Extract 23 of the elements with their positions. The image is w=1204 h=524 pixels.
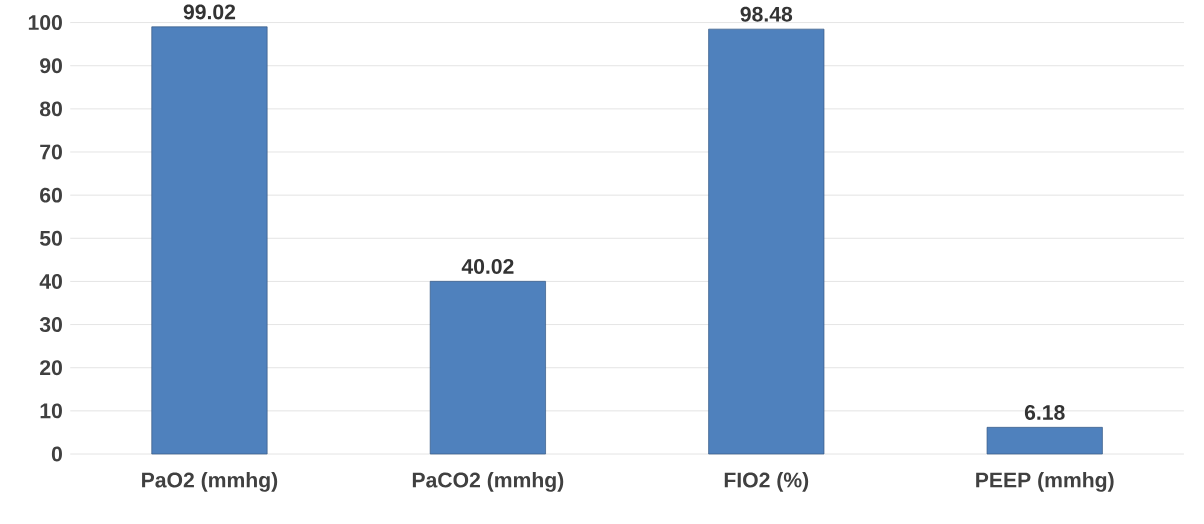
y-tick-label: 10 bbox=[40, 403, 62, 419]
y-tick-label: 80 bbox=[39, 101, 62, 117]
bar bbox=[708, 28, 825, 455]
bar bbox=[986, 426, 1103, 455]
y-tick-label: 70 bbox=[40, 144, 62, 160]
bar bbox=[429, 280, 546, 455]
data-label: 40.02 bbox=[461, 258, 514, 274]
y-tick-label: 0 bbox=[51, 446, 62, 462]
y-tick-label: 20 bbox=[40, 360, 62, 376]
data-label: 98.48 bbox=[740, 6, 793, 22]
x-tick-label: PEEP (mmhg) bbox=[976, 471, 1114, 492]
y-tick-label: 60 bbox=[40, 187, 62, 203]
x-tick-label: PaO2 (mmhg) bbox=[142, 471, 278, 492]
data-label: 6.18 bbox=[1024, 404, 1065, 420]
y-tick-label: 100 bbox=[28, 14, 62, 30]
y-tick-label: 90 bbox=[40, 58, 62, 74]
y-tick-label: 50 bbox=[39, 230, 62, 246]
x-tick-label: FIO2 (%) bbox=[724, 471, 809, 492]
x-tick-label: PaCO2 (mmhg) bbox=[412, 471, 564, 492]
y-tick-label: 30 bbox=[39, 316, 62, 332]
bar bbox=[151, 26, 268, 455]
data-label: 99.02 bbox=[183, 4, 236, 20]
y-tick-label: 40 bbox=[39, 273, 62, 289]
